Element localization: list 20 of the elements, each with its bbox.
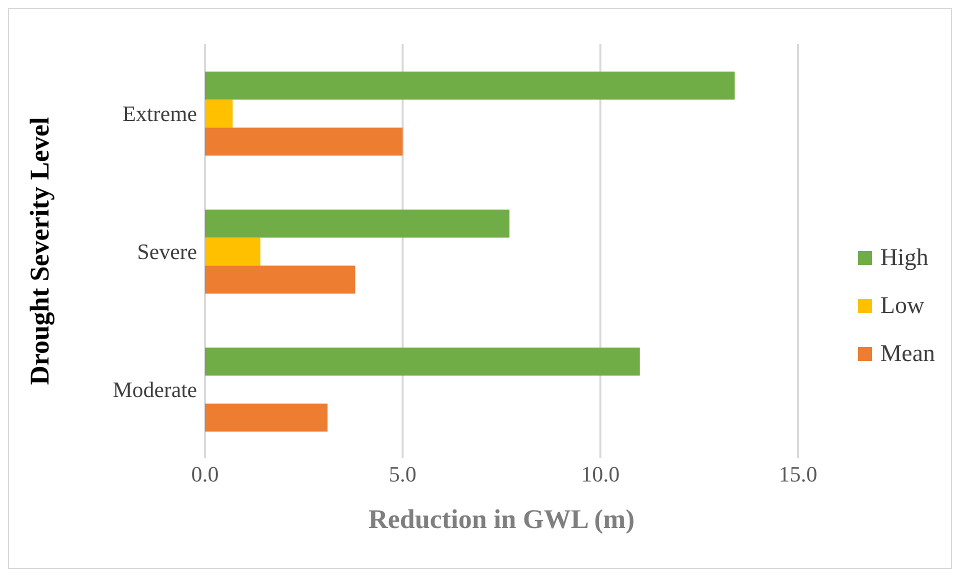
x-tick-label: 0.0 <box>191 462 219 487</box>
bar <box>205 128 403 156</box>
legend-label: High <box>880 244 928 272</box>
x-tick-label: 5.0 <box>388 462 416 487</box>
bar <box>205 238 260 266</box>
bar <box>205 348 640 376</box>
x-tick-label: 15.0 <box>778 462 818 487</box>
y-tick-label: Severe <box>137 238 197 264</box>
y-tick-label: Moderate <box>112 376 197 402</box>
bar <box>205 266 356 294</box>
x-axis-title: Reduction in GWL (m) <box>368 504 635 534</box>
legend-label: Mean <box>880 340 935 368</box>
y-tick-label: Extreme <box>122 100 197 126</box>
bar <box>205 100 233 128</box>
x-tick-label: 10.0 <box>581 462 620 487</box>
legend-label: Low <box>880 292 924 320</box>
y-axis-title: Drought Severity Level <box>24 116 55 385</box>
bar <box>205 72 735 100</box>
bar <box>205 404 328 432</box>
bar <box>205 210 510 238</box>
